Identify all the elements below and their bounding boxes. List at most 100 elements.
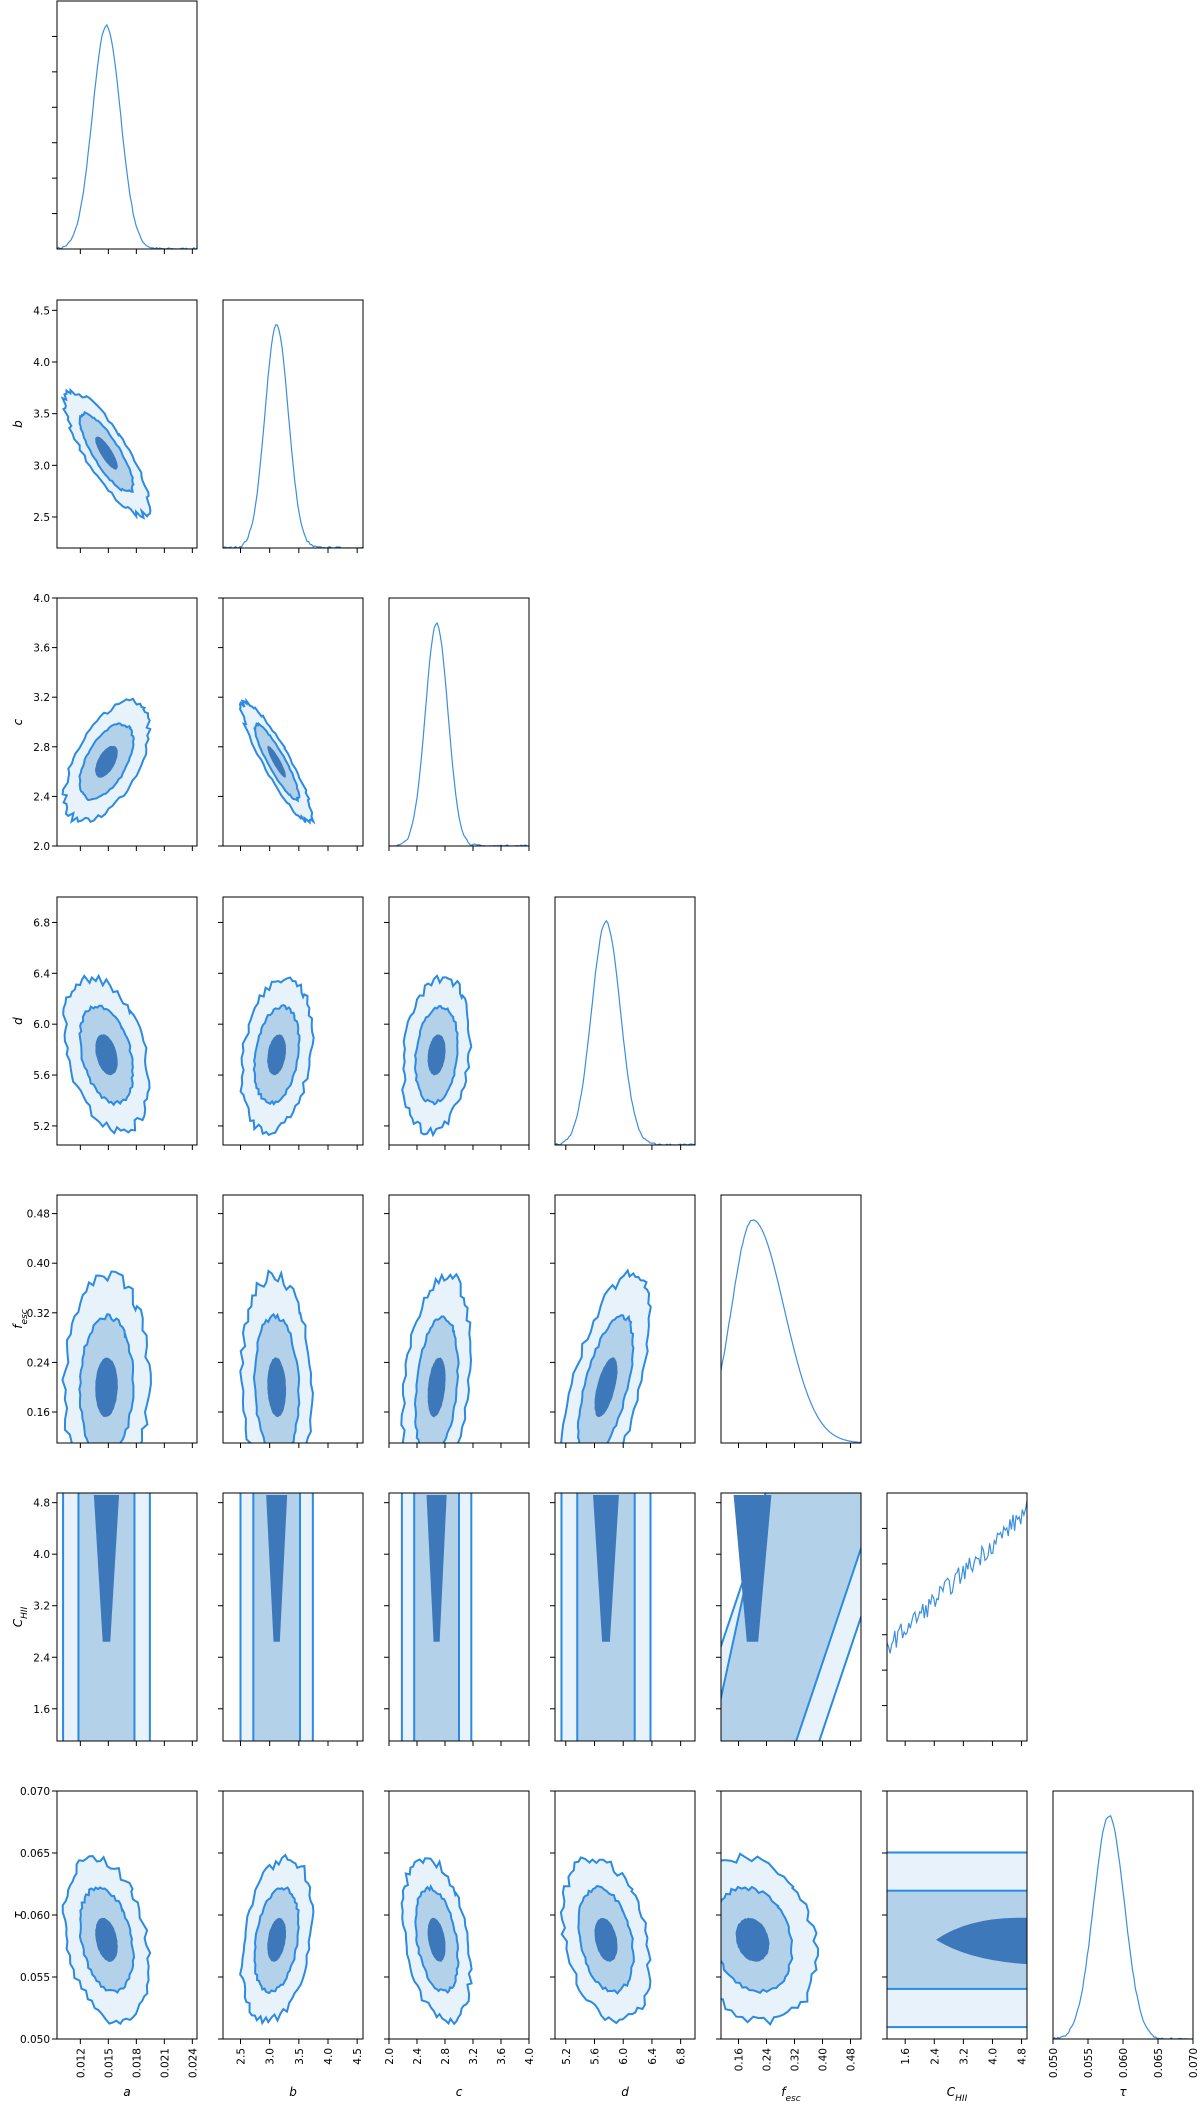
y-tick-label: 2.4	[33, 791, 50, 803]
x-tick-label: 0.24	[762, 2048, 774, 2072]
histogram-tau	[1053, 1814, 1193, 2039]
panel-C_HII-c	[384, 1492, 530, 1746]
x-tick-label: 4.0	[323, 2048, 335, 2065]
panel-C_HII-f_esc	[716, 1492, 862, 1746]
y-tick-label: 0.070	[20, 1786, 50, 1798]
contour-inner	[733, 1495, 772, 1642]
panel-frame	[554, 896, 696, 1146]
x-tick-label: 0.060	[1118, 2048, 1130, 2078]
x-tick-label: 4.0	[524, 2048, 536, 2065]
panel-frame	[222, 896, 364, 1146]
contour-1sigma	[267, 745, 286, 778]
x-axis-label-c: c	[456, 2085, 463, 2099]
histogram-a	[57, 23, 197, 249]
x-tick-label: 0.070	[1188, 2048, 1200, 2078]
panel-f_esc-a: 0.16 0.24 0.32 0.40 0.48	[27, 1194, 198, 1448]
x-tick-label: 2.5	[236, 2048, 248, 2065]
x-tick-label: 4.8	[1017, 2048, 1029, 2065]
contour-1sigma	[95, 745, 118, 778]
y-tick-label: 1.6	[33, 1704, 50, 1716]
x-tick-label: 3.6	[496, 2048, 508, 2065]
panel-frame	[388, 896, 530, 1146]
contour-inner	[426, 1495, 447, 1642]
y-tick-label: 2.0	[33, 841, 50, 853]
panel-frame	[56, 299, 198, 549]
y-tick-label: 2.4	[33, 1652, 50, 1664]
panel-b-b	[222, 299, 364, 553]
y-tick-label: 4.0	[33, 357, 50, 369]
panel-frame	[720, 1194, 862, 1444]
x-tick-label: 4.5	[352, 2048, 364, 2065]
contour-1sigma	[95, 1357, 118, 1418]
y-tick-label: 0.32	[27, 1308, 50, 1320]
x-tick-label: 6.0	[618, 2048, 630, 2065]
panel-d-b	[218, 896, 364, 1150]
x-tick-label: 1.6	[900, 2048, 912, 2065]
panel-tau-C_HII: 1.6 2.4 3.2 4.0 4.8	[882, 1790, 1029, 2065]
y-tick-label: 3.5	[33, 409, 50, 421]
contour-1sigma	[95, 1034, 118, 1076]
panel-tau-tau: 0.050 0.055 0.060 0.065 0.070	[1048, 1790, 1200, 2078]
panel-frame	[56, 1492, 198, 1742]
panel-C_HII-d	[550, 1492, 696, 1746]
x-tick-label: 3.2	[468, 2048, 480, 2065]
x-tick-label: 3.2	[958, 2048, 970, 2065]
x-tick-label: 0.48	[846, 2048, 858, 2071]
contour-1sigma	[594, 1917, 618, 1962]
panel-frame	[554, 1194, 696, 1444]
y-tick-label: 0.065	[20, 1848, 50, 1860]
x-tick-label: 4.0	[987, 2048, 999, 2065]
contour-1sigma	[95, 436, 118, 470]
y-axis-label-tau: τ	[11, 1911, 25, 1919]
x-tick-label: 3.5	[294, 2048, 306, 2065]
panel-frame	[56, 1194, 198, 1444]
panel-frame	[222, 597, 364, 847]
x-tick-label: 0.021	[159, 2048, 171, 2078]
x-axis-label-C_HII: CHII	[947, 2085, 968, 2101]
panel-tau-f_esc: 0.16 0.24 0.32 0.40 0.48	[716, 1790, 862, 2072]
y-tick-label: 0.24	[27, 1357, 51, 1369]
panel-d-d	[554, 896, 696, 1150]
panel-frame	[388, 597, 530, 847]
contour-inner	[593, 1495, 619, 1642]
x-tick-label: 2.8	[440, 2048, 452, 2065]
panel-c-b	[218, 597, 364, 851]
panel-C_HII-b	[218, 1492, 364, 1746]
panel-frame	[222, 1492, 364, 1742]
histogram-b	[223, 323, 363, 548]
y-tick-label: 4.0	[33, 593, 50, 605]
y-axis-label-d: d	[11, 1017, 25, 1025]
panel-d-c	[384, 896, 530, 1150]
panel-frame	[554, 1492, 696, 1742]
panel-c-c	[388, 597, 530, 851]
y-tick-label: 3.0	[33, 460, 50, 472]
y-tick-label: 5.2	[33, 1121, 50, 1133]
x-tick-label: 0.050	[1048, 2048, 1060, 2078]
panel-frame	[56, 0, 198, 250]
y-tick-label: 4.8	[33, 1498, 50, 1510]
panel-c-a: 2.0 2.4 2.8 3.2 3.6 4.0	[33, 593, 198, 853]
x-tick-label: 6.8	[676, 2048, 688, 2065]
y-tick-label: 0.16	[27, 1407, 51, 1419]
panel-frame	[56, 896, 198, 1146]
y-tick-label: 6.0	[33, 1019, 50, 1031]
panel-frame	[886, 1492, 1028, 1742]
y-tick-label: 0.050	[20, 2034, 50, 2046]
x-tick-label: 6.4	[647, 2048, 659, 2065]
y-tick-label: 6.8	[33, 917, 50, 929]
contour-inner	[266, 1495, 288, 1642]
contour-1sigma	[427, 1034, 446, 1076]
x-tick-label: 0.012	[75, 2048, 87, 2078]
panel-d-a: 5.2 5.6 6.0 6.4 6.8	[33, 896, 198, 1150]
panel-frame	[388, 1492, 530, 1742]
x-axis-label-d: d	[621, 2085, 629, 2099]
x-tick-label: 2.0	[384, 2048, 396, 2065]
contour-1sigma	[594, 1357, 618, 1418]
panel-tau-b: 2.5 3.0 3.5 4.0 4.5	[218, 1790, 364, 2065]
panel-frame	[720, 1492, 862, 1742]
x-axis-label-a: a	[123, 2085, 130, 2099]
x-tick-label: 0.40	[818, 2048, 830, 2071]
x-tick-label: 0.16	[734, 2048, 746, 2072]
panel-tau-c: 2.0 2.4 2.8 3.2 3.6 4.0	[384, 1790, 536, 2065]
x-axis-label-b: b	[289, 2085, 297, 2099]
